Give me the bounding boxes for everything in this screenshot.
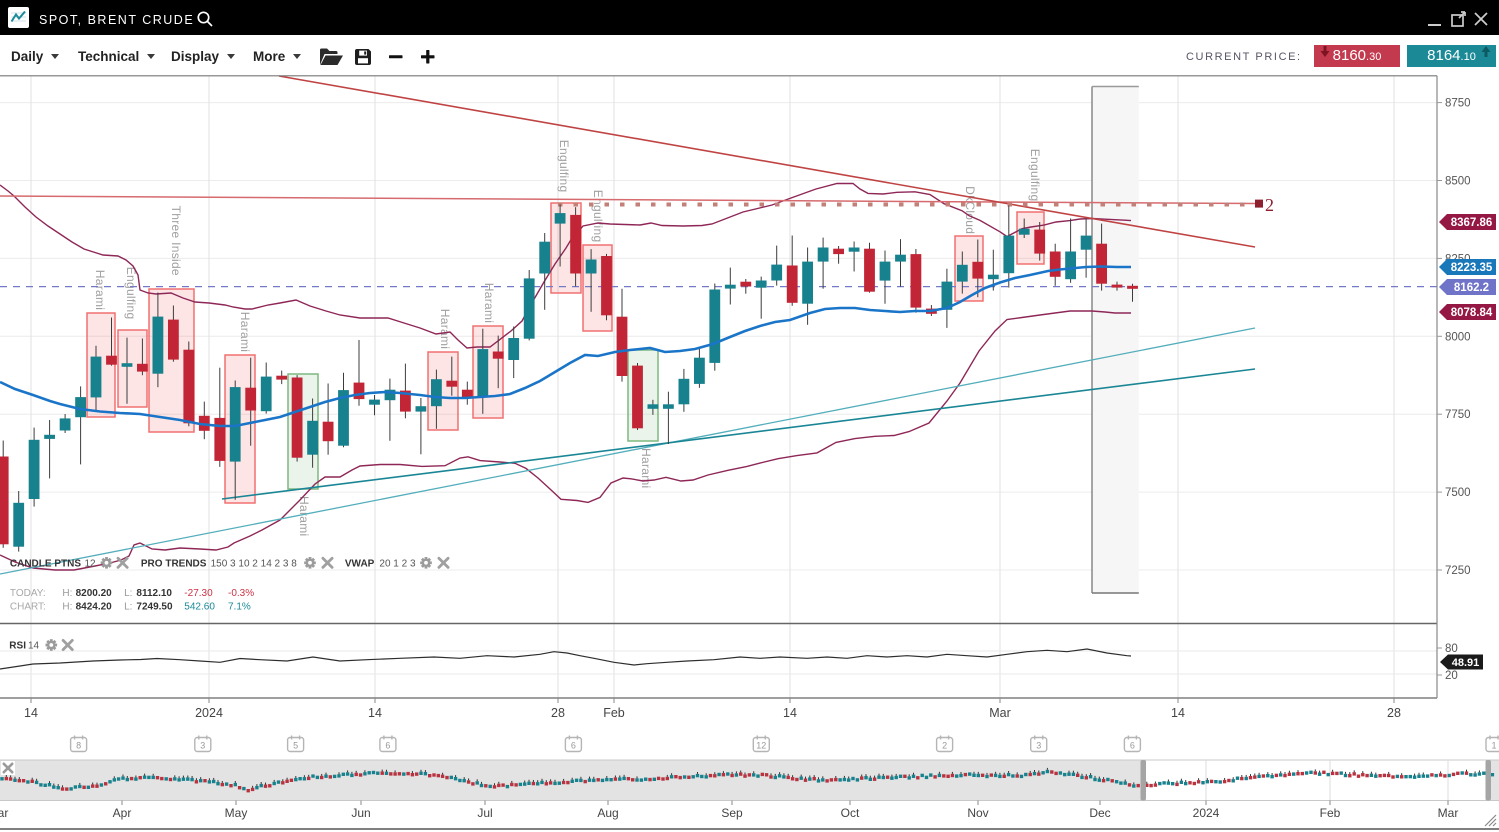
svg-text:Mar: Mar	[0, 806, 8, 820]
svg-text:8162.2: 8162.2	[1454, 282, 1489, 294]
svg-text:Harami: Harami	[438, 309, 452, 349]
svg-text:48.91: 48.91	[1452, 657, 1480, 669]
svg-text:Engulfing: Engulfing	[591, 190, 605, 243]
svg-text:L:: L:	[124, 588, 132, 599]
svg-text:150 3 10 2 14 2 3 8: 150 3 10 2 14 2 3 8	[211, 559, 298, 570]
svg-text:-0.3%: -0.3%	[228, 588, 254, 599]
svg-text:14: 14	[1171, 706, 1185, 720]
svg-text:VWAP: VWAP	[345, 559, 375, 570]
svg-text:Feb: Feb	[1320, 806, 1341, 820]
svg-text:Engulfing: Engulfing	[557, 140, 571, 193]
svg-text:8112.10: 8112.10	[136, 588, 172, 599]
svg-text:14: 14	[783, 706, 797, 720]
svg-text:14: 14	[24, 706, 38, 720]
svg-text:Engulfing: Engulfing	[124, 267, 138, 320]
svg-text:12: 12	[756, 741, 766, 751]
svg-text:L:: L:	[124, 602, 132, 613]
svg-text:CHART:: CHART:	[10, 602, 46, 613]
svg-text:Feb: Feb	[603, 706, 625, 720]
svg-text:H:: H:	[62, 588, 72, 599]
svg-text:28: 28	[551, 706, 565, 720]
svg-text:DkCloud: DkCloud	[963, 186, 977, 234]
svg-text:Jun: Jun	[351, 806, 370, 820]
svg-text:6: 6	[385, 741, 390, 751]
svg-text:542.60: 542.60	[184, 602, 215, 613]
svg-text:Harami: Harami	[297, 496, 311, 536]
svg-text:Harami: Harami	[482, 283, 496, 323]
svg-text:7250: 7250	[1445, 565, 1471, 577]
svg-text:Engulfing: Engulfing	[1028, 149, 1042, 202]
svg-text:12: 12	[85, 559, 97, 570]
svg-text:Harami: Harami	[238, 312, 252, 352]
svg-text:7249.50: 7249.50	[136, 602, 173, 613]
svg-text:3: 3	[200, 741, 205, 751]
svg-text:Sep: Sep	[721, 806, 743, 820]
svg-text:8: 8	[76, 741, 81, 751]
svg-text:Mar: Mar	[1438, 806, 1459, 820]
svg-text:8078.84: 8078.84	[1451, 307, 1493, 319]
svg-text:Dec: Dec	[1089, 806, 1110, 820]
svg-text:7500: 7500	[1445, 487, 1471, 499]
svg-text:Jul: Jul	[477, 806, 492, 820]
svg-text:TODAY:: TODAY:	[10, 588, 46, 599]
svg-text:1: 1	[1491, 741, 1496, 751]
svg-text:20: 20	[1445, 670, 1458, 682]
svg-text:7.1%: 7.1%	[228, 602, 251, 613]
svg-text:8750: 8750	[1445, 98, 1471, 110]
svg-text:8223.35: 8223.35	[1451, 262, 1493, 274]
svg-text:8000: 8000	[1445, 331, 1471, 343]
svg-text:Aug: Aug	[597, 806, 618, 820]
svg-text:14: 14	[368, 706, 382, 720]
svg-text:7750: 7750	[1445, 409, 1471, 421]
svg-text:Harami: Harami	[639, 448, 653, 488]
svg-text:8424.20: 8424.20	[76, 602, 113, 613]
svg-text:2024: 2024	[195, 706, 223, 720]
svg-text:CANDLE PTNS: CANDLE PTNS	[10, 559, 81, 570]
svg-text:28: 28	[1387, 706, 1401, 720]
svg-text:Mar: Mar	[989, 706, 1011, 720]
svg-text:8200.20: 8200.20	[76, 588, 113, 599]
svg-text:PRO TRENDS: PRO TRENDS	[141, 559, 207, 570]
svg-text:H:: H:	[62, 602, 72, 613]
svg-text:Harami: Harami	[93, 270, 107, 310]
svg-text:14: 14	[28, 641, 40, 652]
svg-text:Apr: Apr	[113, 806, 132, 820]
svg-text:8367.86: 8367.86	[1451, 217, 1493, 229]
svg-text:2: 2	[942, 741, 947, 751]
svg-text:Nov: Nov	[967, 806, 988, 820]
svg-text:6: 6	[571, 741, 576, 751]
svg-text:-27.30: -27.30	[184, 588, 213, 599]
svg-text:3: 3	[1036, 741, 1041, 751]
svg-text:Oct: Oct	[841, 806, 860, 820]
svg-text:2: 2	[1265, 195, 1274, 215]
svg-text:80: 80	[1445, 643, 1458, 655]
svg-text:6: 6	[1130, 741, 1135, 751]
svg-text:2024: 2024	[1193, 806, 1220, 820]
svg-text:Three Inside: Three Inside	[169, 206, 183, 276]
svg-text:20 1 2 3: 20 1 2 3	[379, 559, 416, 570]
svg-text:8500: 8500	[1445, 176, 1471, 188]
svg-text:May: May	[225, 806, 248, 820]
svg-text:5: 5	[293, 741, 298, 751]
svg-text:RSI: RSI	[9, 641, 26, 652]
